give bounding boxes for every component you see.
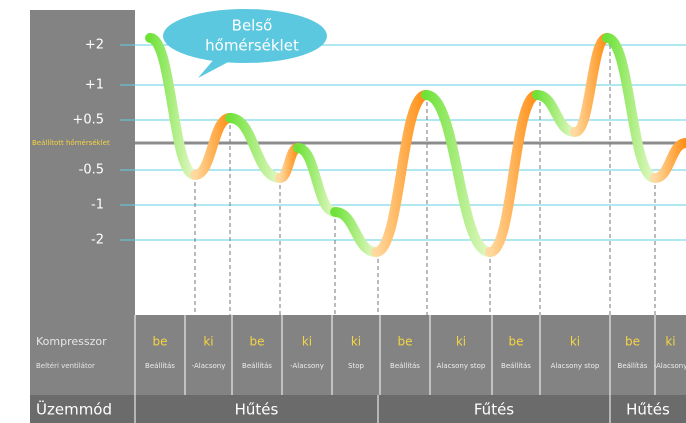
compressor-state: ki	[570, 335, 580, 349]
temperature-curve	[371, 90, 431, 257]
compressor-state: ki	[302, 335, 312, 349]
compressor-state: be	[250, 335, 265, 349]
temperature-curve	[225, 113, 285, 183]
temperature-curve	[602, 33, 660, 183]
y-label: -1	[91, 198, 104, 213]
bubble-text: hőmérséklet	[205, 37, 299, 55]
y-label: -2	[91, 233, 104, 248]
mode-name: Hűtés	[235, 401, 279, 419]
compressor-state: be	[398, 335, 413, 349]
compressor-state: be	[153, 335, 168, 349]
compressor-state: be	[509, 335, 524, 349]
temperature-curve	[650, 138, 686, 183]
mode-name: Fűtés	[474, 401, 514, 419]
mode-name: Hűtés	[626, 401, 670, 419]
fan-state: Alacsony stop	[551, 362, 600, 370]
fan-state: Stop	[348, 362, 364, 370]
y-label: -0.5	[79, 163, 104, 178]
left-panel	[30, 10, 135, 315]
temperature-curve	[293, 143, 340, 217]
table-bg	[30, 315, 686, 395]
fan-state: -Alacsony	[192, 362, 226, 370]
compressor-state: ki	[456, 335, 466, 349]
bubble-tail	[198, 58, 232, 78]
fan-state: Beállítás	[501, 362, 531, 370]
set-temperature-label: Beállított hőmérséklet	[32, 138, 110, 147]
y-label: +2	[85, 38, 104, 53]
fan-state: Beállítás	[618, 362, 648, 370]
compressor-state: ki	[351, 335, 361, 349]
y-label: +1	[85, 78, 104, 93]
fan-state: Alacsony stop	[437, 362, 486, 370]
compressor-state: be	[625, 335, 640, 349]
fan-state: Beállítás	[390, 362, 420, 370]
temperature-curve	[421, 90, 495, 257]
compressor-state: ki	[665, 335, 675, 349]
temperature-curve	[190, 113, 235, 180]
mode-row-bg	[30, 395, 686, 423]
fan-state: Beállítás	[145, 362, 175, 370]
fan-state: -Alacsony	[654, 362, 686, 370]
fan-state: Beállítás	[242, 362, 272, 370]
temperature-curve	[570, 33, 612, 137]
temperature-curve	[485, 90, 542, 257]
row-label: Kompresszor	[36, 335, 107, 348]
temperature-curve	[145, 33, 200, 180]
compressor-state: ki	[203, 335, 213, 349]
row-label: Beltéri ventilátor	[36, 362, 95, 370]
y-label: +0.5	[72, 113, 104, 128]
temperature-curve	[330, 207, 381, 257]
fan-state: -Alacsony	[290, 362, 324, 370]
bubble-text: Belső	[232, 17, 273, 35]
mode-label: Üzemmód	[36, 400, 112, 419]
bubble	[163, 9, 327, 63]
